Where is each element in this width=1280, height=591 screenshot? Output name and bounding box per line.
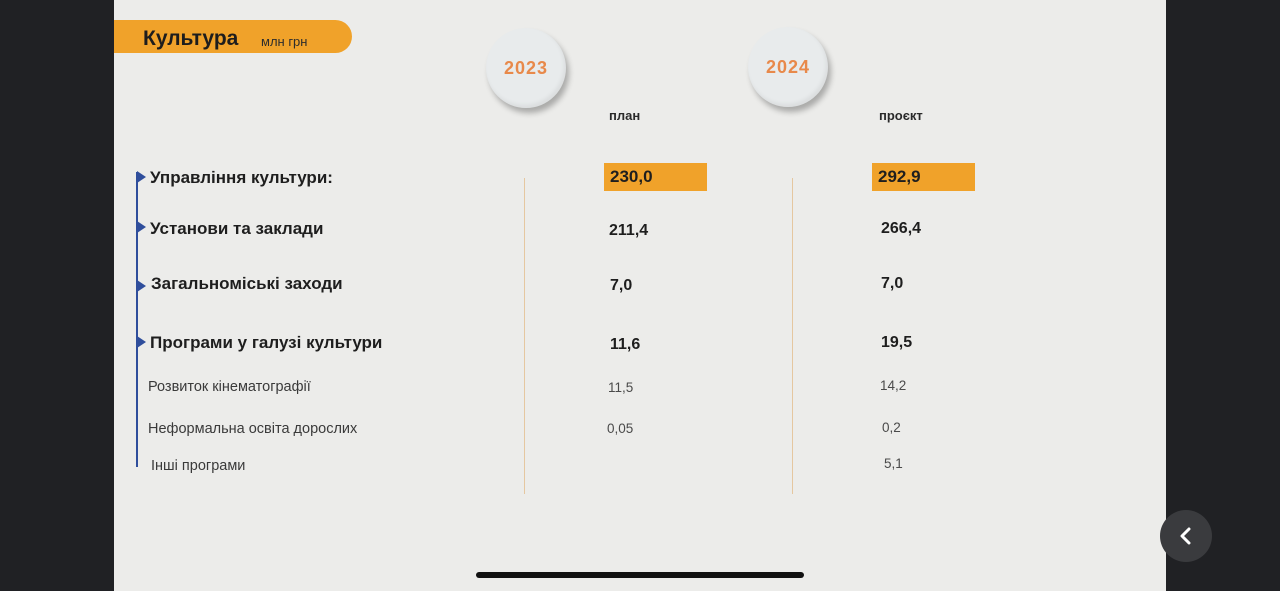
row-label: Розвиток кінематографії xyxy=(148,379,311,395)
slide-title: Культура xyxy=(143,27,239,50)
value-2023: 11,6 xyxy=(610,336,641,353)
row-marker-icon xyxy=(137,280,146,292)
value-2023: 7,0 xyxy=(610,277,633,294)
row-marker-icon xyxy=(137,221,146,233)
value-2024: 7,0 xyxy=(881,275,904,292)
row-label: Програми у галузі культури xyxy=(150,333,383,352)
row-marker-icon xyxy=(137,336,146,348)
slide-unit: млн грн xyxy=(261,34,308,49)
column-header-2024: проєкт xyxy=(879,108,923,123)
back-button[interactable] xyxy=(1160,510,1212,562)
value-2024: 0,2 xyxy=(882,420,901,435)
row-label: Загальноміські заходи xyxy=(151,274,343,293)
row-label: Установи та заклади xyxy=(150,219,324,238)
home-indicator[interactable] xyxy=(476,572,804,578)
year-badge-2023: 2023 xyxy=(486,28,566,108)
presentation-slide: Культура млн грн 2023 2024 план проєкт У… xyxy=(114,0,1166,591)
year-badge-2024: 2024 xyxy=(748,27,828,107)
column-divider xyxy=(792,178,793,494)
value-2024: 14,2 xyxy=(880,378,907,393)
value-2023: 0,05 xyxy=(607,421,634,436)
row-marker-icon xyxy=(137,171,146,183)
title-banner xyxy=(114,20,352,53)
chevron-left-icon xyxy=(1180,527,1191,545)
row-label: Управління культури: xyxy=(150,168,333,187)
value-2023-highlight: 230,0 xyxy=(604,163,707,191)
rows-bracket-line xyxy=(136,172,138,467)
value-2024: 266,4 xyxy=(881,220,922,237)
value-2023: 211,4 xyxy=(609,222,649,239)
row-label: Інші програми xyxy=(151,458,246,474)
value-2024: 5,1 xyxy=(884,456,903,471)
value-2023: 11,5 xyxy=(608,380,634,395)
row-label: Неформальна освіта дорослих xyxy=(148,421,358,437)
value-2024: 19,5 xyxy=(881,334,913,351)
column-divider xyxy=(524,178,525,494)
column-header-2023: план xyxy=(609,108,641,123)
value-2024-highlight: 292,9 xyxy=(872,163,975,191)
